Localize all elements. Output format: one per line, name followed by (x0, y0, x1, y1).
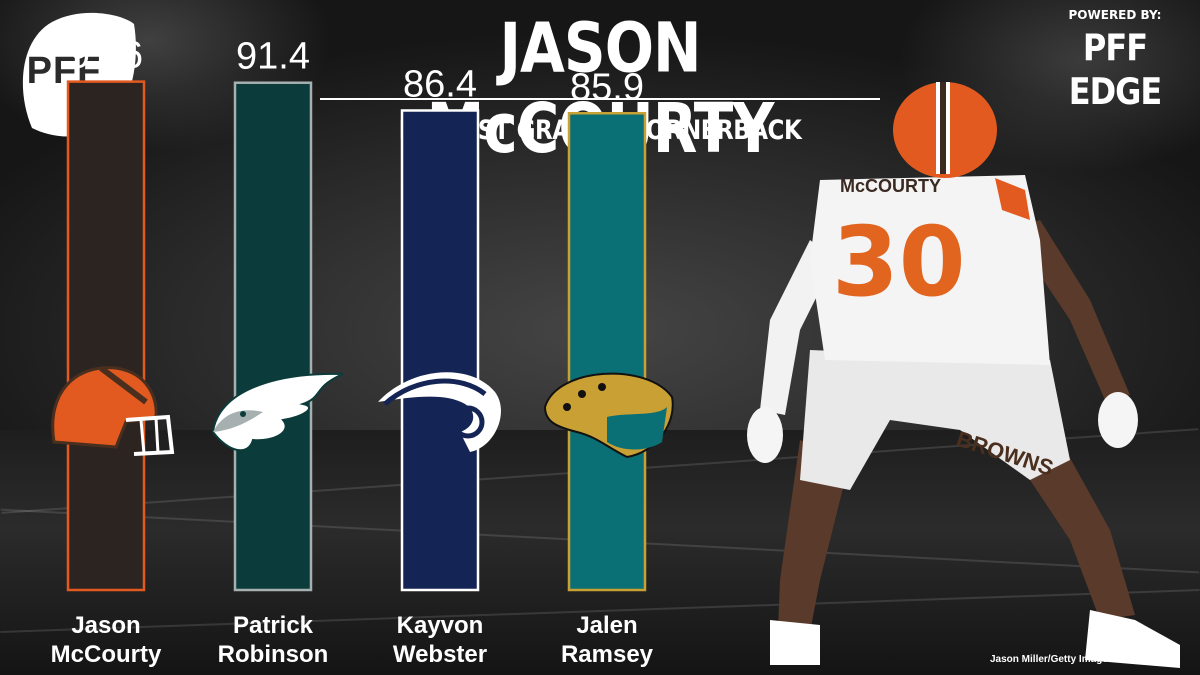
category-label: Jason (71, 612, 140, 639)
bar-jaguars (567, 112, 647, 592)
bar-rams (400, 109, 480, 592)
title-divider (320, 98, 880, 100)
category-label: Ramsey (561, 641, 654, 668)
value-label: 86.4 (403, 63, 477, 105)
category-label: McCourty (51, 641, 162, 668)
jaguars-logo-icon (543, 372, 674, 459)
bar-browns (66, 80, 146, 592)
category-label: Webster (393, 641, 487, 668)
category-label: Patrick (233, 612, 314, 639)
eagles-logo-icon (211, 372, 344, 452)
rams-logo-icon (378, 372, 501, 452)
category-label: Kayvon (397, 612, 484, 639)
value-label: 91.6 (69, 35, 143, 77)
photo-credit: Jason Miller/Getty Images (990, 654, 1114, 665)
jersey-number: 30 (832, 206, 966, 318)
value-label: 91.4 (236, 36, 310, 78)
category-label: Jalen (576, 612, 637, 639)
pff-edge-brand: PFF EDGE (1068, 26, 1163, 114)
player-photo: BROWNS McCOURTY 30 (747, 82, 1180, 668)
bar-eagles (233, 81, 313, 592)
browns-logo-icon (51, 365, 175, 456)
value-label: 85.9 (570, 66, 644, 108)
jersey-name: McCOURTY (840, 176, 941, 196)
category-label: Robinson (218, 641, 329, 668)
powered-by-label: POWERED BY: (1068, 8, 1162, 22)
